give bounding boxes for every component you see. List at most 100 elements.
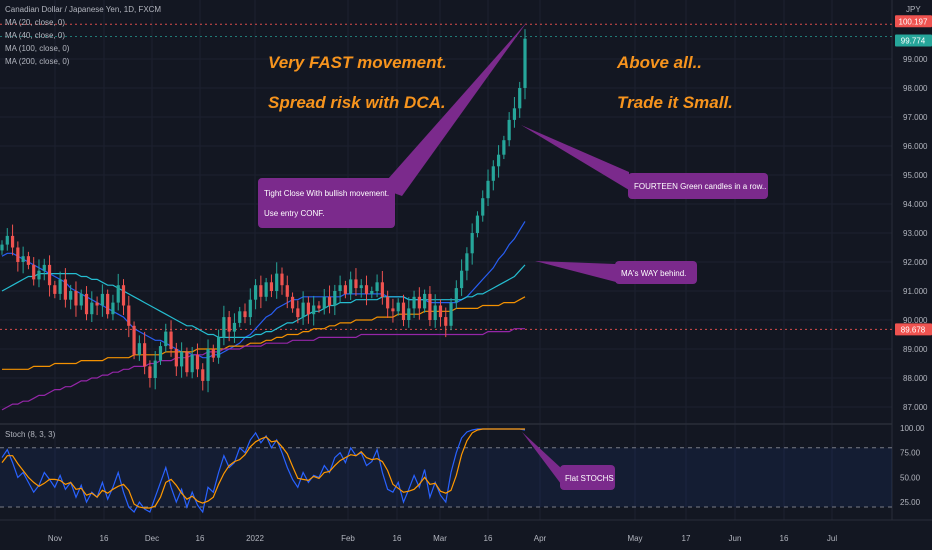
- candle-body: [306, 302, 311, 315]
- candle-body: [201, 369, 205, 381]
- candle-body: [386, 296, 390, 309]
- candle-body: [280, 273, 284, 286]
- candle-body: [32, 264, 36, 280]
- candle-body: [312, 305, 316, 315]
- candle-body: [290, 296, 295, 309]
- candle-body: [364, 285, 369, 294]
- candle-body: [63, 279, 67, 300]
- candle-body: [111, 302, 115, 315]
- candle-body: [47, 264, 52, 286]
- ma40-legend[interactable]: MA (40, close, 0): [5, 31, 66, 40]
- candle-body: [74, 291, 78, 306]
- candle-body: [248, 299, 252, 318]
- candle-body: [264, 282, 268, 297]
- candle-body: [460, 270, 464, 289]
- candle-body: [132, 325, 136, 355]
- callout-fourteen-text: FOURTEEN Green candles in a row..: [634, 182, 766, 191]
- time-tick: May: [627, 534, 642, 543]
- stoch-tick: 25.00: [900, 498, 921, 507]
- time-tick: Jul: [827, 534, 837, 543]
- stoch-line-0: [1, 428, 526, 514]
- candle-body: [158, 346, 163, 361]
- candle-body: [169, 331, 173, 349]
- candle-body: [496, 154, 501, 167]
- ma-line-1: [1, 264, 526, 338]
- candle-body: [518, 88, 522, 109]
- candle-body: [216, 337, 221, 358]
- candles: [0, 29, 527, 393]
- price-tick: 95.000: [903, 171, 928, 180]
- candle-body: [444, 317, 448, 326]
- candle-body: [116, 285, 120, 303]
- candle-body: [127, 305, 131, 326]
- time-tick: Dec: [145, 534, 159, 543]
- candle-body: [380, 282, 384, 297]
- price-tick: 97.000: [903, 113, 928, 122]
- annotation-trade-small: Trade it Small.: [617, 93, 733, 112]
- candle-body: [449, 302, 453, 326]
- candle-body: [423, 293, 427, 309]
- ma20-legend[interactable]: MA (20, close, 0): [5, 18, 66, 27]
- candle-body: [10, 235, 15, 248]
- ma200-legend[interactable]: MA (200, close, 0): [5, 57, 70, 66]
- time-tick: Apr: [534, 534, 547, 543]
- candle-body: [433, 305, 437, 320]
- annotation-spread-risk: Spread risk with DCA.: [268, 93, 446, 112]
- annotation-very-fast: Very FAST movement.: [268, 53, 447, 72]
- time-tick: 17: [682, 534, 691, 543]
- price-tick: 89.000: [903, 345, 928, 354]
- candle-body: [412, 296, 416, 309]
- candle-body: [428, 293, 432, 320]
- stoch-tick: 75.00: [900, 449, 921, 458]
- callout-pointer-green: [521, 125, 629, 190]
- candle-body: [275, 273, 279, 291]
- callout-pointer-close: [380, 22, 527, 196]
- candle-body: [137, 343, 141, 355]
- candle-body: [53, 285, 57, 294]
- time-tick: 16: [196, 534, 205, 543]
- stoch-tick: 50.00: [900, 473, 921, 482]
- candle-body: [121, 285, 126, 306]
- callout-ma-text: MA's WAY behind.: [621, 269, 686, 278]
- candle-body: [470, 233, 474, 254]
- price-badge-label: 100.197: [899, 17, 928, 26]
- stoch-band-fill: [0, 447, 892, 508]
- callout-pointer-ma: [535, 261, 616, 282]
- time-tick: Jun: [729, 534, 742, 543]
- candle-body: [148, 366, 152, 378]
- candle-body: [42, 264, 46, 271]
- candle-body: [322, 296, 326, 309]
- price-tick: 93.000: [903, 229, 928, 238]
- stoch-band: [0, 447, 892, 508]
- candle-body: [100, 293, 104, 306]
- candle-body: [512, 108, 517, 120]
- candle-body: [343, 285, 347, 294]
- price-tick: 98.000: [903, 84, 928, 93]
- ma100-legend[interactable]: MA (100, close, 0): [5, 44, 70, 53]
- candle-body: [438, 305, 443, 318]
- candle-body: [391, 308, 395, 312]
- callout-fourteen: [628, 173, 768, 199]
- candle-body: [253, 285, 258, 300]
- callout-tight-close: [258, 178, 395, 228]
- candle-body: [95, 302, 99, 306]
- candle-body: [359, 285, 363, 289]
- time-tick: 16: [393, 534, 402, 543]
- price-badge-label: 99.774: [901, 37, 926, 46]
- stoch-legend[interactable]: Stoch (8, 3, 3): [5, 430, 56, 439]
- price-tick: 96.000: [903, 142, 928, 151]
- candle-body: [21, 256, 25, 262]
- candle-body: [190, 354, 194, 373]
- currency-label: JPY: [906, 5, 921, 14]
- ma-line-3: [1, 328, 525, 411]
- candle-body: [0, 244, 4, 251]
- candle-body: [211, 349, 215, 358]
- candle-body: [90, 302, 94, 315]
- candle-body: [523, 38, 527, 88]
- candle-body: [164, 331, 168, 347]
- stoch-lines: [1, 428, 526, 514]
- price-badge: [895, 15, 932, 28]
- candle-body: [338, 285, 342, 291]
